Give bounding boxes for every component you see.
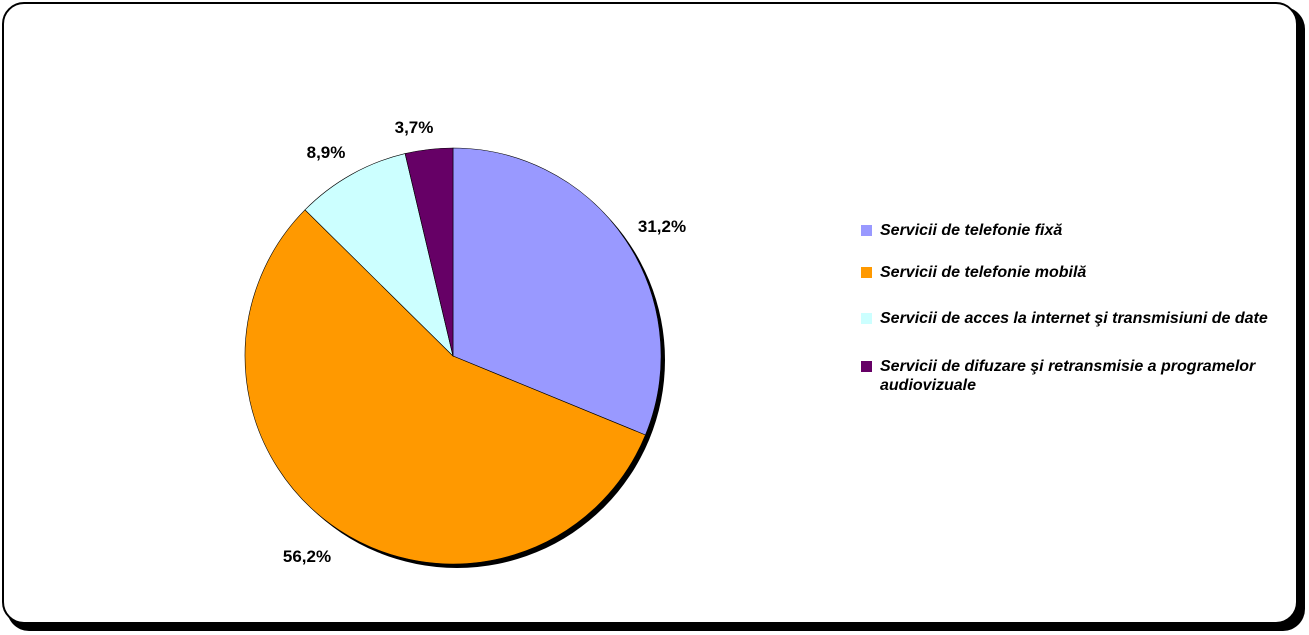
pie-slices (244, 147, 662, 565)
legend: Servicii de telefonie fixă Servicii de t… (861, 221, 1301, 395)
legend-swatch (861, 267, 872, 278)
legend-swatch (861, 313, 872, 324)
legend-item-internet-access: Servicii de acces la internet şi transmi… (861, 309, 1301, 357)
legend-label: Servicii de difuzare şi retransmisie a p… (880, 358, 1256, 394)
legend-item-fixed-telephony: Servicii de telefonie fixă (861, 221, 1301, 263)
data-label-broadcasting: 3,7% (395, 118, 434, 137)
legend-label: Servicii de telefonie mobilă (880, 264, 1087, 281)
legend-item-mobile-telephony: Servicii de telefonie mobilă (861, 263, 1301, 309)
pie-slice-fixed-telephony (452, 147, 662, 436)
data-label-internet-access: 8,9% (307, 143, 346, 162)
legend-item-broadcasting: Servicii de difuzare şi retransmisie a p… (861, 357, 1301, 395)
pie-data-labels: 31,2% 56,2% 8,9% 3,7% (283, 118, 686, 566)
data-label-fixed-telephony: 31,2% (638, 217, 686, 236)
pie-slice-broadcasting (404, 147, 454, 357)
pie-slice-mobile-telephony (244, 209, 646, 565)
legend-swatch (861, 225, 872, 236)
pie-slice-internet-access (304, 153, 454, 357)
legend-swatch (861, 361, 872, 372)
legend-label: Servicii de acces la internet şi transmi… (880, 310, 1268, 327)
legend-label: Servicii de telefonie fixă (880, 222, 1063, 239)
data-label-mobile-telephony: 56,2% (283, 547, 331, 566)
